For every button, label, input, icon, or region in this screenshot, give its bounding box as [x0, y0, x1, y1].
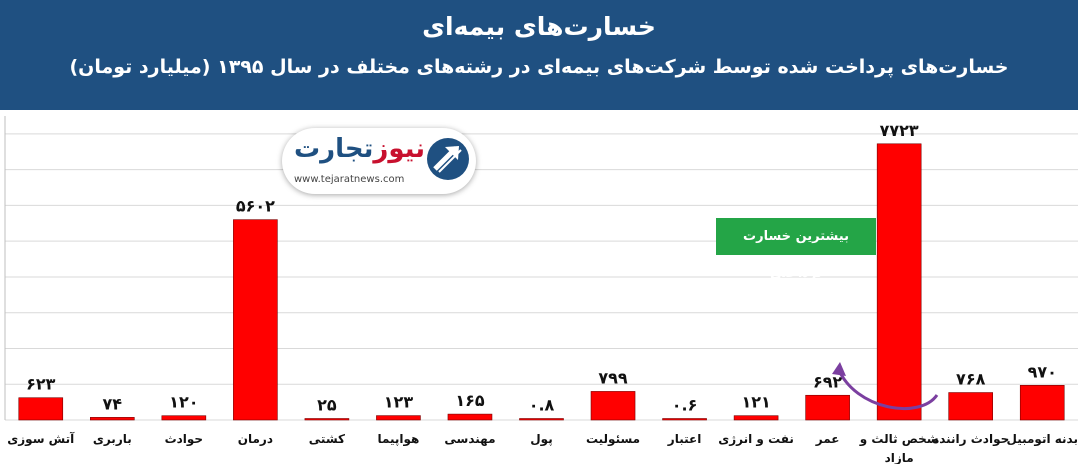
gridlines	[4, 116, 1078, 421]
category-label: حوادث راننده	[932, 432, 1009, 447]
bar	[18, 397, 64, 421]
category-label: مسئولیت	[586, 432, 640, 447]
bar	[733, 415, 779, 421]
data-label: ۱۲۱	[741, 393, 770, 412]
chart-header: خسارت‌های بیمه‌ای خسارت‌های پرداخت شده ت…	[0, 0, 1078, 110]
bar	[233, 219, 278, 421]
category-label: مهندسی	[444, 432, 495, 446]
bar	[161, 415, 207, 421]
bar	[304, 418, 350, 421]
data-label: ۶۹۲	[813, 372, 843, 391]
bar	[948, 392, 994, 421]
data-label: ۱۶۵	[455, 391, 485, 410]
chart-subtitle: خسارت‌های پرداخت شده توسط شرکت‌های بیمه‌…	[69, 56, 1009, 78]
data-label: ۷۹۹	[598, 368, 628, 387]
data-label: ۷۶۸	[956, 370, 986, 389]
category-label: هواپیما	[377, 432, 419, 447]
logo-arrow-icon	[427, 138, 469, 180]
category-label: درمان	[238, 432, 273, 446]
data-label: ۲۵	[317, 396, 337, 415]
value-labels: ۶۲۳ ۷۴ ۱۲۰ ۵۶۰۲ ۲۵ ۱۲۳ ۱۶۵ ۰.۸ ۷۹۹ ۰.۶ ۱۲۱ ۶۹۲ ۷۷۲۳ ۷…	[26, 121, 1057, 415]
category-label: کشتی	[309, 432, 345, 446]
data-label: ۹۷۰	[1028, 362, 1057, 381]
category-label: نفت و انرژی	[718, 432, 794, 447]
callout-arrow	[836, 367, 939, 410]
bar	[662, 418, 707, 421]
logo-name-blue: تجارت	[294, 134, 374, 164]
category-label: بدنه اتومبیل	[1006, 432, 1077, 447]
tejarat-news-logo: نیوزتجارت www.tejaratnews.com	[282, 128, 476, 194]
category-label: اعتبار	[667, 432, 702, 446]
data-label: ۰.۸	[529, 396, 555, 415]
bar-chart: ۶۲۳ ۷۴ ۱۲۰ ۵۶۰۲ ۲۵ ۱۲۳ ۱۶۵ ۰.۸ ۷۹۹ ۰.۶ ۱۲۱ ۶۹۲ ۷۷۲۳ ۷…	[4, 116, 1078, 464]
max-loss-callout: بیشترین خسارت پرداختی	[716, 218, 876, 281]
bar	[590, 391, 636, 421]
data-label: ۵۶۰۲	[236, 197, 275, 216]
data-label: ۱۲۳	[384, 393, 414, 412]
data-label: ۰.۶	[672, 396, 698, 415]
data-label: ۷۷۲۳	[880, 121, 919, 140]
category-label: باربری	[93, 432, 132, 446]
category-label: عمر	[815, 432, 840, 446]
bar	[519, 418, 564, 421]
bars	[18, 143, 1065, 421]
data-label: ۶۲۳	[26, 375, 56, 394]
data-label: ۱۲۰	[169, 393, 198, 412]
category-label: آتش سوزی	[7, 431, 75, 447]
bar	[447, 413, 493, 421]
chart-title: خسارت‌های بیمه‌ای	[422, 12, 656, 41]
bar	[376, 415, 421, 421]
logo-name-red: نیوز	[373, 134, 426, 164]
bar	[1019, 385, 1065, 421]
logo-url: www.tejaratnews.com	[294, 174, 405, 185]
data-label: ۷۴	[103, 394, 123, 413]
bar	[90, 417, 135, 421]
category-label: حوادث	[165, 432, 204, 447]
bar	[876, 143, 922, 421]
category-label: پول	[530, 432, 552, 447]
bar	[805, 394, 850, 421]
logo-wordmark: نیوزتجارت	[294, 134, 425, 164]
category-label: شخص ثالث و مازاد	[859, 432, 939, 464]
category-labels: آتش سوزی باربری حوادث درمان کشتی هواپیما مهندس…	[7, 431, 1078, 464]
callout-arrow-head	[832, 362, 846, 376]
